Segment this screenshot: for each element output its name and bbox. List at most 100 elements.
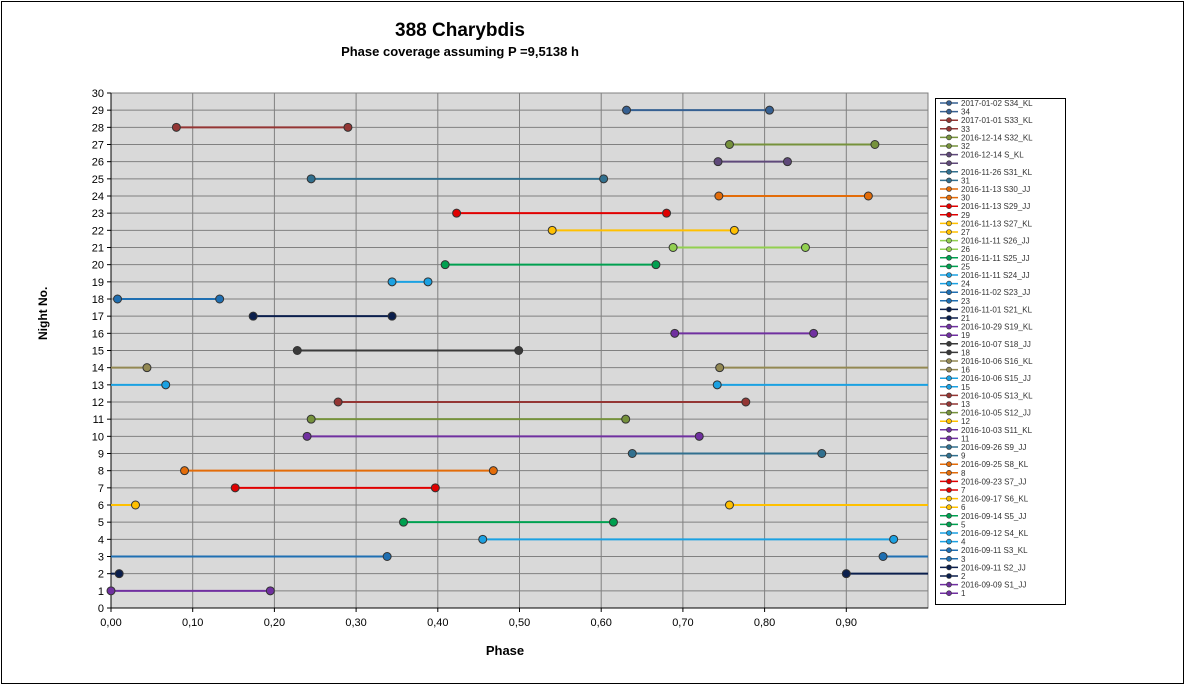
- y-tick-label: 22: [92, 225, 104, 237]
- legend-label: 2016-10-07 S18_JJ: [961, 340, 1031, 349]
- legend-label: 23: [961, 297, 970, 306]
- data-point: [387, 277, 397, 287]
- data-point: [106, 586, 116, 596]
- y-tick-label: 2: [98, 569, 104, 581]
- data-point: [741, 397, 751, 407]
- legend-marker: [946, 125, 952, 132]
- legend-label: 5: [961, 520, 966, 529]
- chart-title: 388 Charybdis: [395, 20, 525, 41]
- legend-label: 2016-11-01 S21_KL: [961, 305, 1033, 314]
- legend-label: 2016-10-06 S16_KL: [961, 357, 1033, 366]
- legend-marker: [946, 108, 952, 115]
- data-point: [180, 466, 190, 476]
- legend-marker: [946, 512, 952, 519]
- legend-label: 29: [961, 211, 970, 220]
- legend-marker: [946, 418, 952, 425]
- legend-label: 33: [961, 125, 970, 134]
- y-tick-label: 20: [92, 260, 104, 272]
- legend-label: 16: [961, 366, 970, 375]
- data-point: [547, 225, 557, 235]
- legend-label: 2016-11-13 S30_JJ: [961, 185, 1030, 194]
- x-tick-label: 0,10: [182, 617, 203, 629]
- legend-marker: [946, 478, 952, 485]
- legend-label: 18: [961, 348, 970, 357]
- data-point: [662, 208, 672, 218]
- x-axis-title: Phase: [485, 643, 525, 658]
- data-point: [765, 105, 775, 115]
- legend-marker: [946, 401, 952, 407]
- legend-marker: [946, 530, 952, 536]
- legend-label: 2016-09-14 S5_JJ: [961, 512, 1026, 521]
- data-point: [343, 122, 353, 132]
- legend-label: 2016-09-12 S4_KL: [961, 529, 1029, 538]
- data-point: [333, 397, 343, 407]
- legend-marker: [946, 590, 952, 597]
- legend-label: 31: [961, 176, 970, 185]
- y-tick-label: 0: [98, 603, 104, 615]
- data-point: [622, 105, 632, 115]
- legend-label: 2016-10-05 S12_JJ: [961, 409, 1031, 418]
- legend-label: 2016-10-03 S11_KL: [961, 426, 1033, 435]
- legend-marker: [946, 143, 952, 149]
- legend-marker: [946, 547, 952, 554]
- data-point: [889, 534, 899, 544]
- data-point: [398, 517, 408, 527]
- legend-marker: [946, 151, 952, 158]
- legend-label: 30: [961, 194, 970, 203]
- y-tick-label: 26: [92, 157, 104, 169]
- legend-marker: [946, 358, 952, 364]
- y-tick-label: 28: [92, 122, 104, 134]
- legend-label: 19: [961, 331, 970, 340]
- data-point: [306, 414, 316, 424]
- data-point: [599, 174, 609, 184]
- legend-marker: [946, 538, 952, 545]
- data-point: [382, 552, 392, 561]
- y-tick-label: 17: [92, 311, 104, 323]
- legend-label: 12: [961, 417, 970, 426]
- data-point: [870, 140, 880, 149]
- legend-marker: [946, 581, 952, 588]
- data-point: [161, 380, 171, 390]
- y-tick-label: 3: [98, 552, 104, 564]
- legend-marker: [946, 289, 952, 295]
- data-point: [171, 122, 181, 132]
- legend-marker: [946, 263, 952, 270]
- data-point: [712, 380, 722, 390]
- y-tick-label: 24: [92, 191, 104, 203]
- legend-marker: [946, 117, 952, 124]
- legend-marker: [946, 229, 952, 235]
- legend-marker: [946, 280, 952, 287]
- legend-label: 3: [961, 555, 966, 564]
- legend-label: 2016-09-11 S2_JJ: [961, 563, 1026, 572]
- legend-label: 6: [961, 503, 966, 512]
- legend-label: 24: [961, 280, 970, 289]
- data-point: [878, 552, 888, 561]
- data-point: [841, 569, 851, 579]
- y-axis-title: Night No.: [36, 286, 50, 340]
- legend-label: 32: [961, 142, 970, 151]
- legend-marker: [946, 461, 952, 468]
- y-tick-label: 5: [98, 517, 104, 529]
- legend-marker: [946, 323, 952, 330]
- data-point: [714, 191, 724, 201]
- legend-marker: [946, 306, 952, 313]
- legend-marker: [946, 332, 952, 338]
- y-tick-label: 11: [93, 414, 104, 426]
- data-point: [863, 191, 873, 201]
- legend-label: 2016-10-06 S15_JJ: [961, 374, 1031, 383]
- legend-label: 2016-11-11 S26_JJ: [961, 237, 1030, 246]
- data-point: [478, 534, 488, 544]
- legend-marker: [946, 487, 952, 493]
- data-point: [114, 569, 124, 579]
- legend-marker: [946, 392, 952, 399]
- y-tick-label: 16: [92, 328, 104, 340]
- legend-label: 26: [961, 245, 970, 254]
- legend-label: 2016-11-26 S31_KL: [961, 168, 1033, 177]
- legend-label: 2016-09-23 S7_JJ: [961, 477, 1026, 486]
- legend-marker: [946, 203, 952, 209]
- legend-marker: [946, 383, 952, 390]
- data-point: [302, 431, 312, 441]
- legend-label: 4: [961, 538, 966, 547]
- y-tick-label: 4: [98, 534, 104, 546]
